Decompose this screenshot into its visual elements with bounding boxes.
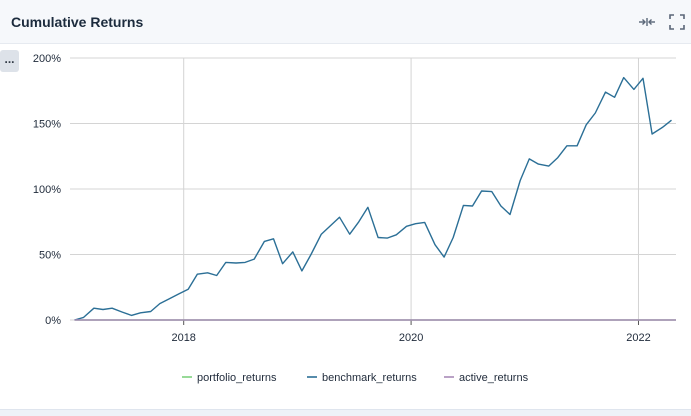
y-tick-label: 200%	[33, 53, 61, 65]
x-tick-label: 2022	[626, 332, 650, 344]
footer-strip	[0, 410, 691, 416]
y-tick-label: 150%	[33, 119, 61, 131]
legend-label-benchmark-returns: benchmark_returns	[322, 372, 417, 384]
legend-label-active-returns: active_returns	[459, 372, 529, 384]
cumulative-returns-chart: 0% 50% 100% 150% 200% 2018 2020 2022 portfolio_r…	[33, 53, 676, 384]
fullscreen-icon[interactable]	[668, 13, 686, 31]
series-line-benchmark-returns	[74, 76, 672, 321]
panel-header: Cumulative Returns	[0, 0, 691, 44]
x-tick-label: 2018	[171, 332, 195, 344]
panel-title: Cumulative Returns	[11, 14, 144, 30]
y-tick-label: 0%	[45, 315, 61, 327]
collapse-arrows-icon[interactable]	[638, 13, 656, 31]
y-tick-label: 100%	[33, 184, 61, 196]
x-tick-label: 2020	[399, 332, 423, 344]
more-options-button[interactable]: ...	[0, 50, 19, 72]
legend-label-portfolio-returns: portfolio_returns	[197, 372, 277, 384]
y-tick-label: 50%	[39, 250, 61, 262]
